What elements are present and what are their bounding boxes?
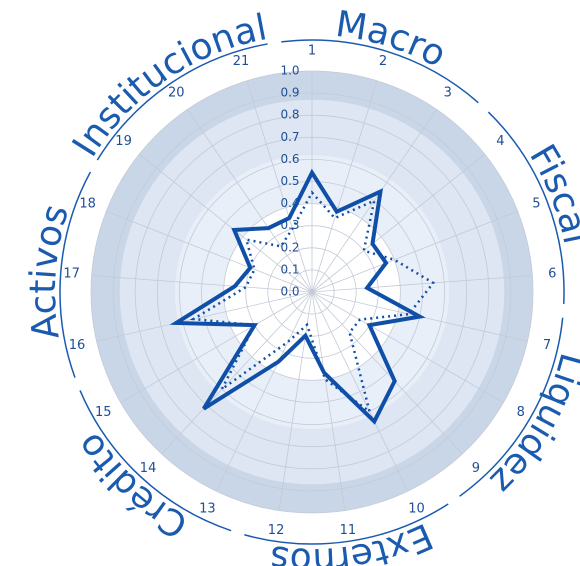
axis-label: 10 bbox=[408, 502, 425, 517]
group-label-path: Fiscal bbox=[521, 138, 580, 247]
spoke bbox=[311, 109, 437, 293]
r-tick-label: 0.1 bbox=[280, 262, 299, 276]
spoke bbox=[138, 153, 313, 293]
r-tick-label: 1.0 bbox=[280, 64, 299, 78]
spoke bbox=[246, 80, 313, 293]
group-arc bbox=[59, 171, 92, 378]
spoke bbox=[311, 291, 346, 511]
group-arc bbox=[459, 317, 564, 497]
group-label-path: Macro bbox=[333, 4, 452, 76]
axis-label: 5 bbox=[532, 196, 540, 211]
r-tick-label: 0.7 bbox=[280, 130, 299, 144]
axis-label: 17 bbox=[63, 266, 80, 281]
r-tick-label: 0.2 bbox=[280, 240, 299, 254]
spoke bbox=[187, 109, 313, 293]
axis-label: 21 bbox=[233, 54, 250, 69]
group-label: Fiscal bbox=[521, 138, 580, 247]
axis-label: 14 bbox=[140, 461, 157, 476]
axis-label: 1 bbox=[308, 44, 316, 59]
axis-label: 13 bbox=[199, 502, 216, 517]
axis-label: 12 bbox=[268, 523, 285, 538]
group-label: Macro bbox=[333, 4, 452, 76]
axis-label: 2 bbox=[379, 54, 387, 69]
spoke bbox=[311, 275, 533, 293]
r-tick-label: 0.9 bbox=[280, 86, 299, 100]
spoke bbox=[161, 291, 313, 455]
axis-label: 4 bbox=[496, 134, 504, 149]
spoke bbox=[120, 291, 313, 403]
series-polygon bbox=[169, 168, 426, 425]
axis-label: 8 bbox=[517, 405, 525, 420]
spoke bbox=[311, 153, 486, 293]
axis-label: 11 bbox=[340, 523, 357, 538]
spoke bbox=[311, 291, 463, 455]
spoke bbox=[106, 210, 313, 293]
axis-label: 16 bbox=[69, 338, 86, 353]
series-polygon bbox=[189, 190, 436, 415]
axis-label: 6 bbox=[548, 266, 556, 281]
axis-label: 15 bbox=[95, 405, 112, 420]
axis-label: 19 bbox=[115, 134, 132, 149]
group-arc bbox=[244, 503, 449, 545]
r-tick-label: 0.0 bbox=[280, 285, 299, 299]
axis-label: 3 bbox=[444, 85, 452, 100]
group-arc bbox=[79, 390, 232, 532]
group-arc bbox=[487, 111, 565, 304]
r-tick-label: 0.6 bbox=[280, 152, 299, 166]
r-tick-label: 0.5 bbox=[280, 174, 299, 188]
spoke bbox=[311, 291, 409, 492]
spoke bbox=[96, 291, 313, 342]
r-tick-label: 0.8 bbox=[280, 108, 299, 122]
spoke bbox=[311, 80, 378, 293]
spoke bbox=[278, 291, 313, 511]
axis-label: 20 bbox=[168, 85, 185, 100]
spoke bbox=[91, 275, 313, 293]
spoke bbox=[215, 291, 313, 492]
axis-label: 9 bbox=[472, 461, 480, 476]
group-arc bbox=[96, 43, 268, 161]
spoke bbox=[311, 210, 518, 293]
axis-label: 7 bbox=[543, 338, 551, 353]
group-arc bbox=[281, 39, 479, 104]
spoke bbox=[311, 291, 504, 403]
axis-label: 18 bbox=[79, 196, 96, 211]
